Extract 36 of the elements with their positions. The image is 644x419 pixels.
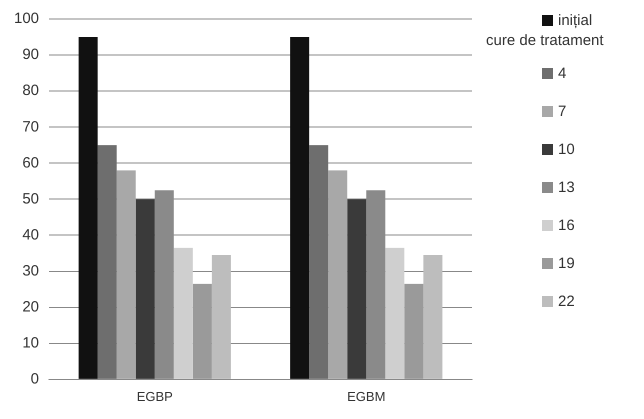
y-tick-label: 0 bbox=[30, 370, 40, 388]
y-tick-label: 30 bbox=[22, 262, 40, 280]
x-tick-label: EGBM bbox=[347, 388, 386, 404]
bar bbox=[212, 255, 231, 379]
bar bbox=[174, 248, 193, 379]
y-tick-label: 70 bbox=[22, 118, 40, 136]
bar bbox=[404, 284, 424, 379]
x-tick-label: EGBP bbox=[136, 388, 173, 404]
y-tick-label: 40 bbox=[22, 226, 40, 244]
y-tick-label: 90 bbox=[22, 46, 40, 64]
y-tick-label: 20 bbox=[22, 298, 40, 316]
bar bbox=[347, 199, 366, 379]
legend-label: 16 bbox=[558, 216, 575, 234]
bar bbox=[385, 248, 404, 379]
bar bbox=[192, 284, 212, 379]
y-tick-label: 100 bbox=[14, 10, 40, 28]
legend-label: 10 bbox=[558, 140, 575, 158]
y-tick-label: 50 bbox=[22, 190, 40, 208]
bar bbox=[309, 145, 328, 379]
bar bbox=[290, 37, 310, 379]
bar bbox=[78, 37, 98, 379]
legend-title: cure de tratament bbox=[486, 32, 605, 51]
bar bbox=[98, 145, 117, 379]
legend-label: 19 bbox=[558, 254, 575, 272]
y-tick-label: 80 bbox=[22, 82, 40, 100]
bar bbox=[328, 170, 348, 379]
legend-label: 7 bbox=[558, 102, 566, 120]
legend-label: inițial bbox=[558, 12, 592, 28]
y-tick-label: 10 bbox=[22, 334, 40, 352]
legend-label: 22 bbox=[558, 292, 575, 310]
legend-label: 4 bbox=[558, 64, 566, 82]
bar bbox=[423, 255, 442, 379]
bar bbox=[136, 199, 155, 379]
bar bbox=[116, 170, 136, 379]
y-tick-label: 60 bbox=[22, 154, 40, 172]
legend-label: 13 bbox=[558, 178, 575, 196]
